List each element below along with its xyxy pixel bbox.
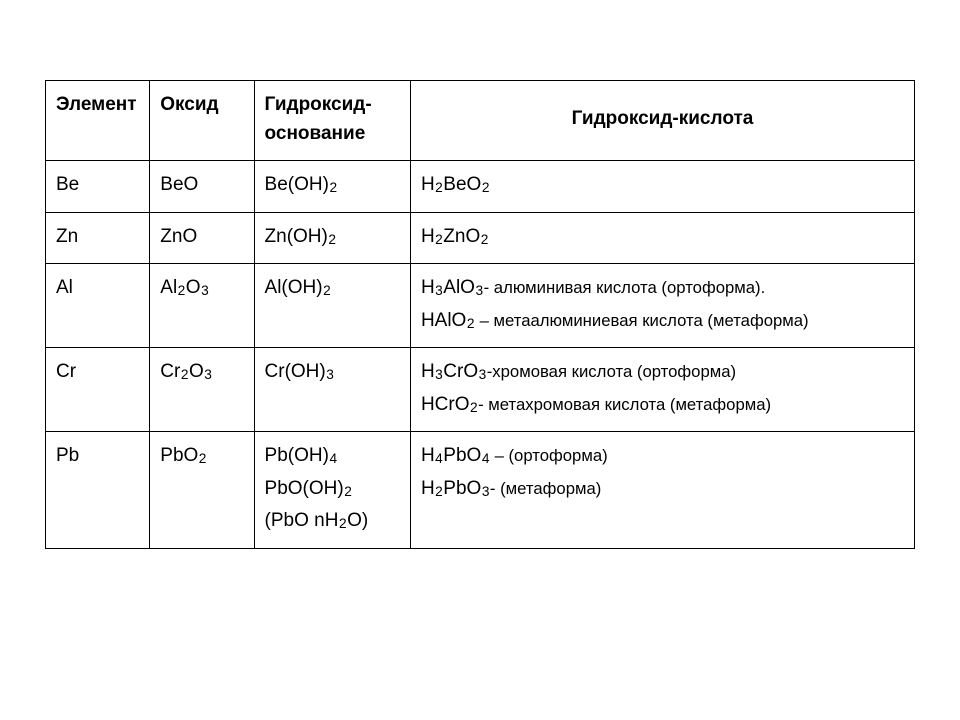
table-row: AlAl2O3 Al(OH)2 H3AlO3- алюминивая кислота… <box>46 264 915 348</box>
header-hydroxide-base-line2: основание <box>265 123 366 144</box>
cell-element: Be <box>46 161 150 213</box>
subscript: 2 <box>199 451 207 466</box>
table-row: CrCr2O3 Cr(OH)3 H3CrO3-хромовая кислота (о… <box>46 348 915 432</box>
cell-hydroxide-acid: H2BeO2 <box>410 161 914 213</box>
cell-hydroxide-acid: H3CrO3-хромовая кислота (ортоформа) HCrO2… <box>410 348 914 432</box>
subscript: 2 <box>482 180 490 195</box>
formula-line: H4PbO4 – (ортоформа) <box>421 442 904 471</box>
cell-element: Cr <box>46 348 150 432</box>
subscript: 2 <box>328 232 336 247</box>
table-body: BeBeOBe(OH)2H2BeO2ZnZnOZn(OH)2H2ZnO2AlAl… <box>46 161 915 549</box>
acid-description: – (ортоформа) <box>490 446 608 465</box>
cell-element: Al <box>46 264 150 348</box>
formula-line: Al(OH)2 <box>265 274 400 303</box>
header-oxide: Оксид <box>150 81 254 161</box>
header-hydroxide-base: Гидроксид- основание <box>254 81 410 161</box>
cell-element: Zn <box>46 212 150 264</box>
formula-line: Cr(OH)3 <box>265 358 400 387</box>
acid-description: - алюминивая кислота (ортоформа). <box>484 278 766 297</box>
table-row: ZnZnO Zn(OH)2 H2ZnO2 <box>46 212 915 264</box>
subscript: 3 <box>204 367 212 382</box>
subscript: 2 <box>323 283 331 298</box>
subscript: 3 <box>475 283 483 298</box>
cell-oxide: BeO <box>150 161 254 213</box>
table-row: BeBeO Be(OH)2 H2BeO2 <box>46 161 915 213</box>
subscript: 3 <box>435 367 443 382</box>
header-hydroxide-acid: Гидроксид-кислота <box>410 81 914 161</box>
cell-oxide: PbO2 <box>150 432 254 549</box>
subscript: 3 <box>435 283 443 298</box>
table-header-row: Элемент Оксид Гидроксид- основание Гидро… <box>46 81 915 161</box>
subscript: 3 <box>201 283 209 298</box>
subscript: 3 <box>326 367 334 382</box>
formula-line: PbO(OH)2 <box>265 475 400 504</box>
subscript: 2 <box>344 484 352 499</box>
cell-hydroxide-base: Pb(OH)4 PbO(OH)2 (PbO nH2O) <box>254 432 410 549</box>
formula-line: Be(OH)2 <box>265 171 400 200</box>
subscript: 2 <box>339 516 347 531</box>
chemistry-amphoteric-table: Элемент Оксид Гидроксид- основание Гидро… <box>45 80 915 549</box>
subscript: 2 <box>178 283 186 298</box>
cell-hydroxide-base: Be(OH)2 <box>254 161 410 213</box>
cell-hydroxide-base: Al(OH)2 <box>254 264 410 348</box>
subscript: 4 <box>435 451 443 466</box>
subscript: 2 <box>181 367 189 382</box>
acid-description: - (метаформа) <box>490 479 601 498</box>
formula-line: H2PbO3- (метаформа) <box>421 475 904 504</box>
cell-hydroxide-base: Cr(OH)3 <box>254 348 410 432</box>
subscript: 2 <box>329 180 337 195</box>
table-row: PbPbO2 Pb(OH)4 PbO(OH)2 (PbO nH2O) H4PbO4 – … <box>46 432 915 549</box>
header-hydroxide-base-line1: Гидроксид- <box>265 94 372 115</box>
subscript: 2 <box>467 316 475 331</box>
subscript: 2 <box>481 232 489 247</box>
acid-description: – метаалюминиевая кислота (метаформа) <box>475 311 809 330</box>
cell-hydroxide-acid: H3AlO3- алюминивая кислота (ортоформа). H… <box>410 264 914 348</box>
formula-line: H3AlO3- алюминивая кислота (ортоформа). <box>421 274 904 303</box>
subscript: 3 <box>482 484 490 499</box>
formula-line: Pb(OH)4 <box>265 442 400 471</box>
cell-oxide: Cr2O3 <box>150 348 254 432</box>
subscript: 2 <box>435 484 443 499</box>
subscript: 4 <box>482 451 490 466</box>
cell-oxide: ZnO <box>150 212 254 264</box>
acid-description: -хромовая кислота (ортоформа) <box>487 362 736 381</box>
formula-line: HCrO2- метахромовая кислота (метаформа) <box>421 391 904 420</box>
formula-line: H2BeO2 <box>421 171 904 200</box>
formula-line: Zn(OH)2 <box>265 223 400 252</box>
subscript: 2 <box>435 232 443 247</box>
formula-line: (PbO nH2O) <box>265 507 400 536</box>
cell-oxide: Al2O3 <box>150 264 254 348</box>
cell-hydroxide-acid: H4PbO4 – (ортоформа) H2PbO3- (метаформа) <box>410 432 914 549</box>
formula-line: H3CrO3-хромовая кислота (ортоформа) <box>421 358 904 387</box>
subscript: 3 <box>479 367 487 382</box>
header-element: Элемент <box>46 81 150 161</box>
formula-line: HAlO2 – метаалюминиевая кислота (метафор… <box>421 307 904 336</box>
cell-element: Pb <box>46 432 150 549</box>
cell-hydroxide-base: Zn(OH)2 <box>254 212 410 264</box>
acid-description: - метахромовая кислота (метаформа) <box>478 395 771 414</box>
formula-line: H2ZnO2 <box>421 223 904 252</box>
subscript: 4 <box>329 451 337 466</box>
cell-hydroxide-acid: H2ZnO2 <box>410 212 914 264</box>
subscript: 2 <box>435 180 443 195</box>
subscript: 2 <box>470 400 478 415</box>
